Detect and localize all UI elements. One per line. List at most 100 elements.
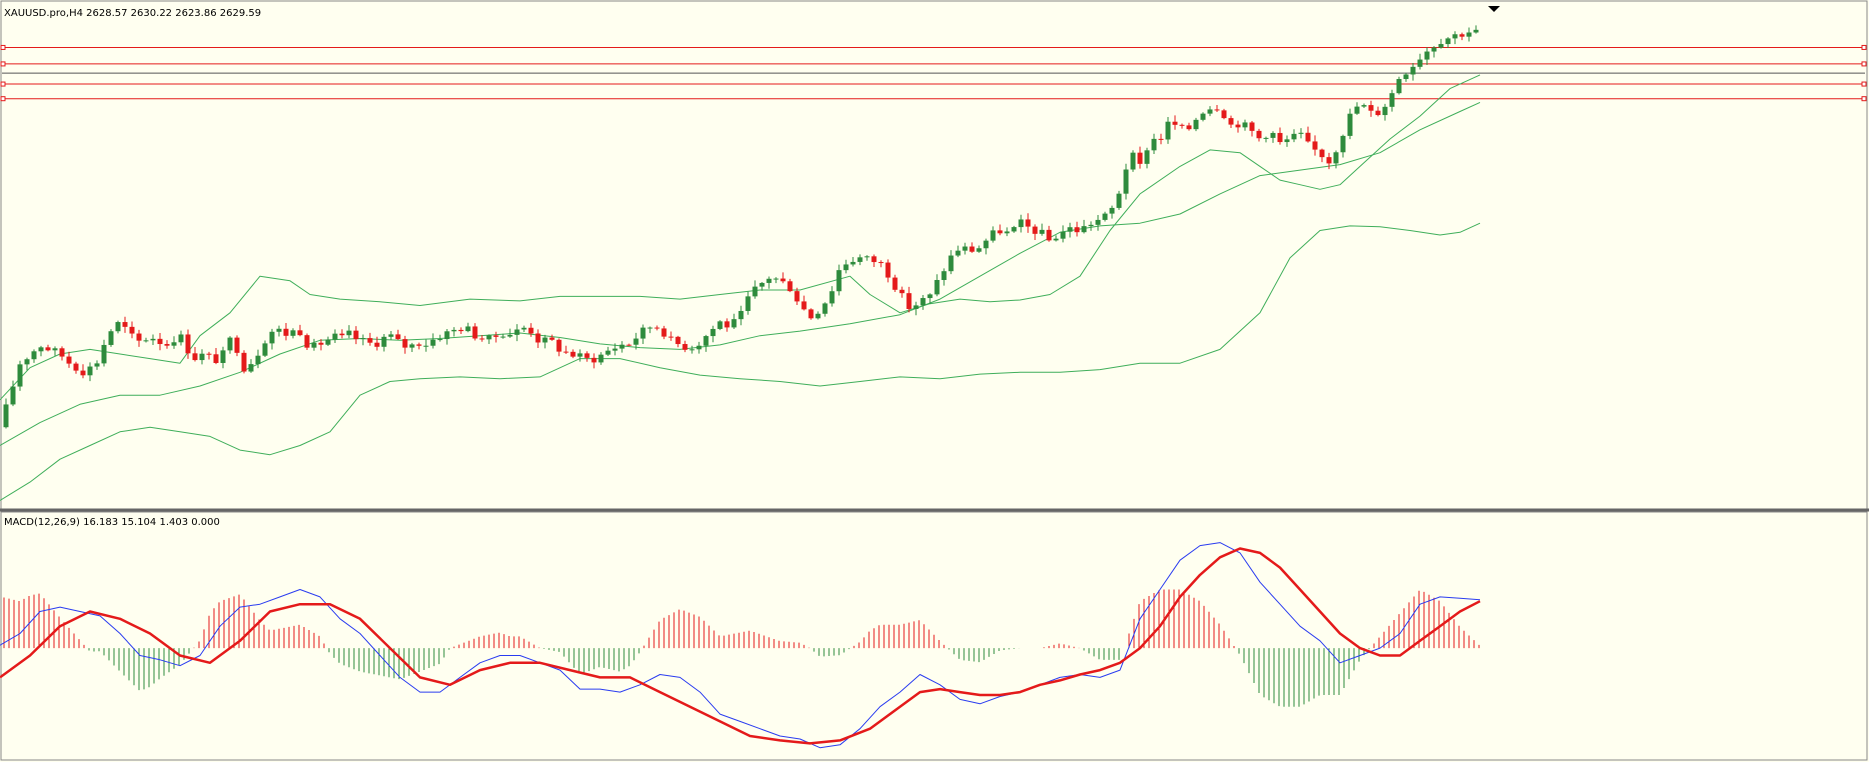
candle-body: [38, 347, 44, 352]
candle-body: [836, 270, 842, 292]
candle-body: [1123, 169, 1129, 194]
level-handle-right[interactable]: [1861, 61, 1867, 67]
candle-body: [507, 334, 513, 337]
candle-body: [472, 326, 478, 339]
candle-body: [1473, 29, 1479, 33]
candle-body: [304, 335, 310, 348]
candle-body: [675, 336, 681, 345]
candle-body: [535, 333, 541, 343]
candle-body: [430, 339, 436, 346]
level-handle-left[interactable]: [0, 61, 6, 67]
candle-body: [619, 344, 625, 349]
candle-body: [899, 289, 905, 294]
candle-body: [171, 342, 177, 346]
candle-body: [927, 294, 933, 299]
candle-body: [1256, 130, 1262, 139]
candle-body: [1410, 66, 1416, 75]
candle-body: [1158, 138, 1164, 140]
bollinger-middle-line: [0, 101, 1481, 446]
candle-body: [234, 337, 240, 353]
candle-body: [31, 351, 37, 360]
candle-body: [339, 333, 345, 336]
candle-body: [1207, 109, 1213, 114]
candle-body: [1235, 124, 1241, 128]
macd-line: [0, 542, 1481, 749]
level-handle-right[interactable]: [1861, 44, 1867, 50]
candle-body: [1172, 121, 1178, 125]
candle-body: [759, 282, 765, 287]
candle-body: [276, 328, 282, 332]
candle-body: [829, 291, 835, 304]
candle-body: [871, 256, 877, 263]
level-handle-left[interactable]: [0, 81, 6, 87]
candle-body: [913, 305, 919, 309]
candle-body: [1284, 139, 1290, 143]
candle-body: [556, 339, 562, 352]
candle-body: [1200, 113, 1206, 120]
candle-body: [647, 327, 653, 329]
candle-body: [52, 348, 58, 351]
candle-body: [808, 309, 814, 319]
candle-body: [1382, 106, 1388, 116]
candle-body: [864, 256, 870, 258]
candle-body: [640, 327, 646, 339]
candle-body: [633, 338, 639, 345]
candle-body: [1067, 227, 1073, 232]
candle-body: [1368, 105, 1374, 111]
candle-body: [1375, 110, 1381, 116]
candle-body: [962, 246, 968, 251]
candle-body: [423, 345, 429, 347]
candle-body: [1018, 219, 1024, 228]
level-handle-left[interactable]: [0, 96, 6, 102]
candle-body: [857, 257, 863, 262]
candle-body: [689, 349, 695, 351]
candle-body: [66, 356, 72, 364]
level-handle-left[interactable]: [0, 44, 6, 50]
candle-body: [108, 331, 114, 345]
candle-body: [367, 338, 373, 343]
candle-body: [584, 353, 590, 358]
candle-body: [717, 321, 723, 329]
price-panel: [0, 25, 1867, 501]
candle-body: [1396, 79, 1402, 94]
bollinger-lower-line: [0, 222, 1481, 501]
level-handle-right[interactable]: [1861, 96, 1867, 102]
candle-body: [1354, 106, 1360, 114]
candle-body: [570, 351, 576, 357]
candle-body: [360, 338, 366, 340]
candle-body: [297, 330, 303, 336]
macd-panel-label: MACD(12,26,9) 16.183 15.104 1.403 0.000: [4, 517, 220, 528]
candle-body: [10, 386, 16, 405]
candle-body: [1109, 207, 1115, 214]
candle-body: [1214, 109, 1220, 111]
candle-body: [815, 313, 821, 319]
candle-body: [199, 353, 205, 361]
candle-body: [1263, 137, 1269, 139]
candle-body: [1151, 138, 1157, 151]
macd-panel-frame: [0, 511, 1868, 761]
candle-body: [787, 281, 793, 292]
candle-body: [843, 264, 849, 271]
candle-body: [311, 342, 317, 348]
candle-body: [612, 348, 618, 351]
candle-body: [941, 271, 947, 280]
price-panel-label: XAUUSD.pro,H4 2628.57 2630.22 2623.86 26…: [4, 8, 261, 19]
level-handle-right[interactable]: [1861, 81, 1867, 87]
candle-body: [934, 279, 940, 295]
candle-body: [486, 335, 492, 340]
candle-body: [458, 329, 464, 332]
candle-body: [248, 364, 254, 372]
candle-body: [1270, 132, 1276, 138]
candle-body: [745, 296, 751, 311]
candle-body: [990, 230, 996, 241]
candle-body: [1060, 231, 1066, 239]
candle-body: [850, 261, 856, 265]
candle-body: [801, 301, 807, 310]
candle-body: [325, 339, 331, 345]
candle-body: [1431, 47, 1437, 52]
candle-body: [661, 328, 667, 337]
candle-body: [1361, 105, 1367, 107]
candle-body: [220, 350, 226, 363]
chart-shift-marker-icon[interactable]: [1488, 6, 1500, 12]
